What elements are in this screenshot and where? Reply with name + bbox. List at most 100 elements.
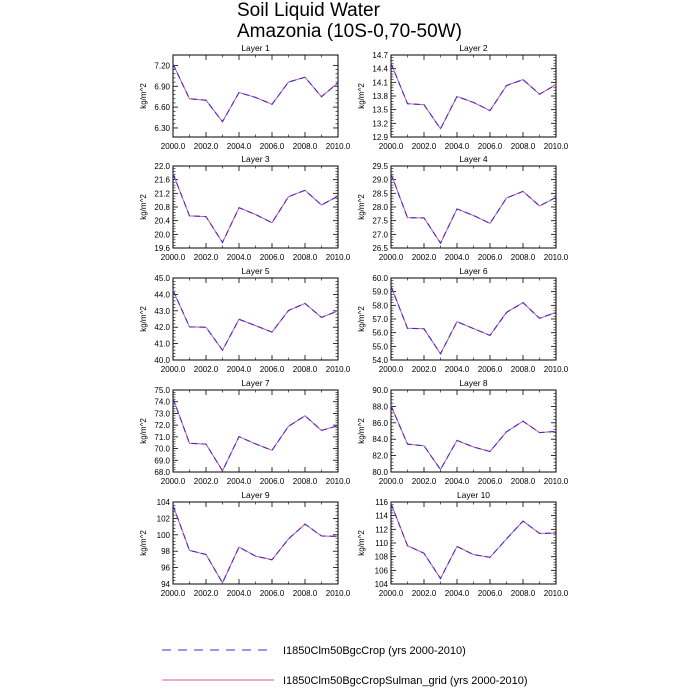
layer-6-xtick-label: 2000.0 — [379, 365, 404, 374]
layer-10-frame — [390, 501, 557, 585]
layer-2-series-2-line — [390, 63, 557, 130]
layer-10-xtick-label: 2010.0 — [544, 589, 569, 598]
layer-9-ylabel: kg/m^2 — [139, 530, 148, 556]
layer-10-ytick-label: 108 — [375, 553, 389, 562]
layer-7-ytick-label: 75.0 — [154, 386, 170, 395]
layer-5-ylabel: kg/m^2 — [139, 306, 148, 332]
layer-9-ytick-label: 98 — [161, 547, 170, 556]
layer-9-xtick-label: 2000.0 — [161, 589, 186, 598]
layer-8-xtick-label: 2002.0 — [412, 477, 437, 486]
layer-1-ytick-label: 7.20 — [154, 61, 170, 70]
layer-4-ytick-label: 29.0 — [372, 176, 388, 185]
layer-4-xtick-label: 2008.0 — [511, 253, 536, 262]
layer-6-frame — [390, 277, 557, 361]
layer-8-xtick-label: 2008.0 — [511, 477, 536, 486]
layer-3-xtick-label: 2006.0 — [260, 253, 285, 262]
layer-9-title: Layer 9 — [241, 490, 270, 500]
layer-3-ytick-label: 22.0 — [154, 162, 170, 171]
layer-4-series-2-line — [390, 173, 557, 245]
layer-6-ytick-label: 60.0 — [372, 274, 388, 283]
layer-3-ytick-label: 21.6 — [154, 176, 170, 185]
layer-3-frame — [172, 165, 339, 249]
layer-7-xtick-label: 2008.0 — [293, 477, 318, 486]
layer-4-ytick-label: 29.5 — [372, 162, 388, 171]
layer-8-ytick-label: 82.0 — [372, 452, 388, 461]
layer-10-ytick-label: 112 — [375, 525, 388, 534]
layer-1-xtick-label: 2006.0 — [260, 142, 285, 151]
layer-4-ytick-label: 28.5 — [372, 189, 388, 198]
layer-2-frame — [390, 54, 557, 138]
layer-3-ylabel: kg/m^2 — [139, 194, 148, 220]
layer-8-ytick-label: 86.0 — [372, 419, 388, 428]
layer-7-title: Layer 7 — [241, 378, 270, 388]
layer-3-ytick-label: 21.2 — [154, 189, 170, 198]
layer-5-ytick-label: 41.0 — [154, 340, 170, 349]
layer-4-xtick-label: 2006.0 — [478, 253, 503, 262]
layer-6-xtick-label: 2002.0 — [412, 365, 437, 374]
layer-6-xtick-label: 2006.0 — [478, 365, 503, 374]
layer-6-series-1-line — [390, 285, 557, 355]
layer-3-series-2-line — [172, 173, 339, 244]
layer-8-title: Layer 8 — [459, 378, 488, 388]
layer-10-ytick-label: 116 — [375, 498, 388, 507]
layer-9-frame — [172, 501, 339, 585]
layer-7-xtick-label: 2004.0 — [227, 477, 252, 486]
layer-1-series-1-line — [172, 63, 339, 123]
layer-3-ytick-label: 20.4 — [154, 217, 170, 226]
layer-8-ytick-label: 80.0 — [372, 468, 388, 477]
legend-label-2: I1850Clm50BgcCropSulman_grid (yrs 2000-2… — [283, 675, 528, 687]
layer-5-xtick-label: 2006.0 — [260, 365, 285, 374]
layer-9-ytick-label: 100 — [157, 531, 171, 540]
layer-3-xtick-label: 2002.0 — [194, 253, 219, 262]
layer-6-ytick-label: 57.0 — [372, 315, 388, 324]
layer-1-ytick-label: 6.30 — [154, 124, 170, 133]
layer-8-frame — [390, 389, 557, 473]
layer-4-title: Layer 4 — [459, 154, 488, 164]
layer-2-ytick-label: 12.9 — [372, 133, 388, 142]
layer-2-xtick-label: 2004.0 — [445, 142, 470, 151]
layer-7-ytick-label: 74.0 — [154, 398, 170, 407]
layer-3-xtick-label: 2008.0 — [293, 253, 318, 262]
layer-3-series-1-line — [172, 173, 339, 244]
layer-4-ytick-label: 27.0 — [372, 230, 388, 239]
layer-6-title: Layer 6 — [459, 266, 488, 276]
layer-1-series-2-line — [172, 63, 339, 123]
layer-6-ylabel: kg/m^2 — [357, 306, 366, 332]
layer-9-ytick-label: 96 — [161, 564, 170, 573]
layer-4-xtick-label: 2000.0 — [379, 253, 404, 262]
layer-7-xtick-label: 2010.0 — [326, 477, 351, 486]
layer-5-title: Layer 5 — [241, 266, 270, 276]
layer-4-series-1-line — [390, 173, 557, 245]
layer-8-xtick-label: 2000.0 — [379, 477, 404, 486]
layer-5-xtick-label: 2002.0 — [194, 365, 219, 374]
layer-6-xtick-label: 2004.0 — [445, 365, 470, 374]
layer-4-ytick-label: 27.5 — [372, 217, 388, 226]
layer-1-xtick-label: 2004.0 — [227, 142, 252, 151]
layer-5-ytick-label: 40.0 — [154, 356, 170, 365]
layer-7-ytick-label: 68.0 — [154, 468, 170, 477]
layer-2-xtick-label: 2008.0 — [511, 142, 536, 151]
layer-10-series-1-line — [390, 503, 557, 580]
layer-8-ytick-label: 90.0 — [372, 386, 388, 395]
layer-8-series-1-line — [390, 405, 557, 471]
layer-10-ytick-label: 110 — [375, 539, 388, 548]
layer-10-ytick-label: 106 — [375, 566, 389, 575]
layer-4-ylabel: kg/m^2 — [357, 194, 366, 220]
layer-1-xtick-label: 2008.0 — [293, 142, 318, 151]
layer-5-ytick-label: 42.0 — [154, 323, 170, 332]
layer-3-ytick-label: 19.6 — [154, 244, 170, 253]
layer-9-series-1-line — [172, 505, 339, 584]
layer-2-xtick-label: 2002.0 — [412, 142, 437, 151]
layer-7-ytick-label: 71.0 — [154, 433, 170, 442]
layer-3-ytick-label: 20.8 — [154, 203, 170, 212]
layer-9-ytick-label: 102 — [157, 514, 171, 523]
layer-10-ytick-label: 104 — [375, 580, 389, 589]
layer-2-ytick-label: 13.8 — [372, 92, 388, 101]
layer-7-series-2-line — [172, 398, 339, 472]
layer-5-ytick-label: 44.0 — [154, 290, 170, 299]
layer-9-xtick-label: 2002.0 — [194, 589, 219, 598]
layer-9-xtick-label: 2006.0 — [260, 589, 285, 598]
layer-10-xtick-label: 2002.0 — [412, 589, 437, 598]
layer-10-xtick-label: 2006.0 — [478, 589, 503, 598]
layer-7-ytick-label: 70.0 — [154, 445, 170, 454]
